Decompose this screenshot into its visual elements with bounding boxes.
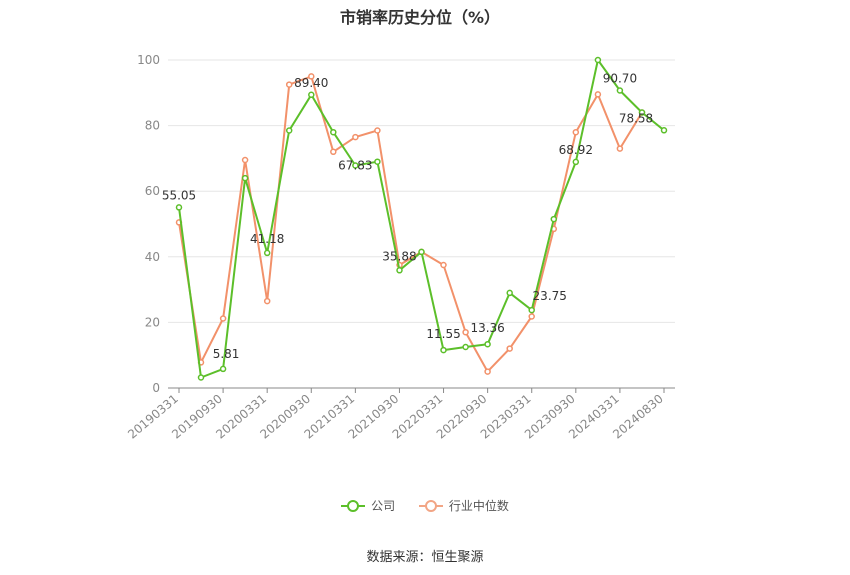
grid-lines [168,59,675,323]
y-tick-label: 80 [145,119,160,133]
data-label: 68.92 [559,143,593,157]
data-label: 13.36 [470,321,504,335]
data-point-company [528,306,535,314]
y-tick-label: 0 [152,381,160,395]
source-note: 数据来源：恒生聚源 [366,550,484,565]
legend: 公司 行业中位数 [0,497,850,515]
data-point-company [374,158,381,165]
data-point-company [660,127,668,134]
data-point-company [197,374,205,381]
data-point-company [484,340,491,348]
data-label: 5.81 [213,347,240,361]
data-label: 35.88 [382,249,416,263]
data-point-company [638,109,646,116]
data-point-industry-median [330,148,337,156]
series-lines [175,56,668,381]
legend-label-industry-median: 行业中位数 [448,499,509,513]
legend-swatch-industry-median [418,499,443,512]
y-tick-label: 100 [137,53,160,67]
data-point-industry-median [308,73,315,80]
data-point-industry-median [616,145,624,152]
data-point-industry-median [241,156,249,164]
axes: 0204060801002019033120190930202003312020… [125,53,675,442]
y-tick-label: 40 [145,250,160,264]
data-point-company [175,204,183,211]
data-point-company [285,127,293,134]
legend-label-company: 公司 [371,499,396,513]
data-point-industry-median [484,368,491,375]
data-point-industry-median [506,345,513,352]
data-point-company [330,128,337,136]
data-label: 90.70 [603,72,637,86]
data-label: 67.83 [338,159,372,173]
series-line-industry-median [178,75,643,373]
data-point-company [241,174,249,182]
data-point-company [462,343,469,351]
data-point-industry-median [528,313,535,320]
data-point-industry-median [594,91,602,98]
chart-title: 市销率历史分位（%） [339,8,501,27]
data-point-company [418,248,425,256]
legend-swatch-company [341,499,366,512]
data-point-industry-median [352,133,359,141]
data-point-company [550,215,558,223]
data-point-industry-median [263,297,271,305]
data-label: 55.05 [162,188,196,202]
data-point-industry-median [440,261,447,269]
data-label: 41.18 [250,232,284,246]
data-label: 11.55 [426,327,460,341]
data-point-company [506,289,513,297]
legend-item-company[interactable]: 公司 [341,497,395,514]
y-tick-label: 60 [145,184,160,198]
data-point-company [308,91,315,99]
data-point-company [396,267,403,274]
data-point-company [219,365,227,373]
legend-item-industry-median[interactable]: 行业中位数 [418,497,509,514]
data-point-company [572,158,580,166]
data-point-industry-median [285,81,293,88]
data-label: 89.40 [294,76,328,90]
data-point-company [440,346,447,354]
data-label: 23.75 [533,289,567,303]
data-point-industry-median [374,127,381,134]
data-point-industry-median [219,315,227,322]
data-point-industry-median [572,128,580,136]
data-labels: 55.05 5.81 41.18 89.40 67.83 35.88 11.55 13.36 2… [162,72,653,361]
data-point-company [352,162,359,169]
data-point-company [616,87,624,94]
y-tick-label: 20 [145,315,160,329]
data-point-industry-median [462,328,469,336]
data-point-company [594,56,602,64]
data-label: 78.58 [619,111,653,125]
data-point-company [263,249,271,257]
